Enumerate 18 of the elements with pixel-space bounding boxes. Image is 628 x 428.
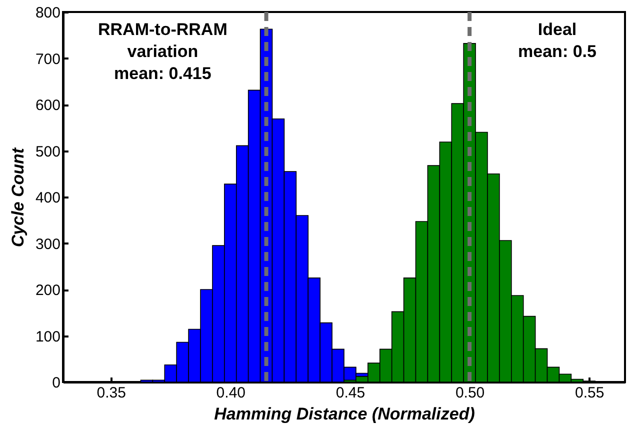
y-tick-label: 400 — [35, 190, 60, 206]
ref-line-label: RRAM-to-RRAM variation mean: 0.415 — [98, 20, 228, 83]
x-tick-label: 0.45 — [336, 384, 366, 402]
x-axis-title: Hamming Distance (Normalized) — [214, 404, 476, 424]
y-tick-label: 100 — [35, 328, 60, 346]
y-tick-label: 0 — [52, 374, 60, 392]
x-tick-label: 0.50 — [455, 384, 485, 402]
ref-line-label: Ideal mean: 0.5 — [518, 20, 596, 61]
y-tick-label: 500 — [35, 143, 60, 160]
y-axis-title: Cycle Count — [8, 146, 28, 248]
x-tick-label: 0.40 — [216, 384, 246, 402]
y-tick-label: 300 — [35, 236, 60, 253]
y-tick-label: 700 — [35, 50, 60, 68]
y-tick-label: 600 — [35, 97, 60, 114]
y-tick-label: 200 — [35, 282, 60, 299]
y-tick-label: 800 — [35, 4, 60, 22]
x-tick-label: 0.55 — [575, 384, 604, 402]
x-tick-label: 0.35 — [96, 384, 126, 402]
